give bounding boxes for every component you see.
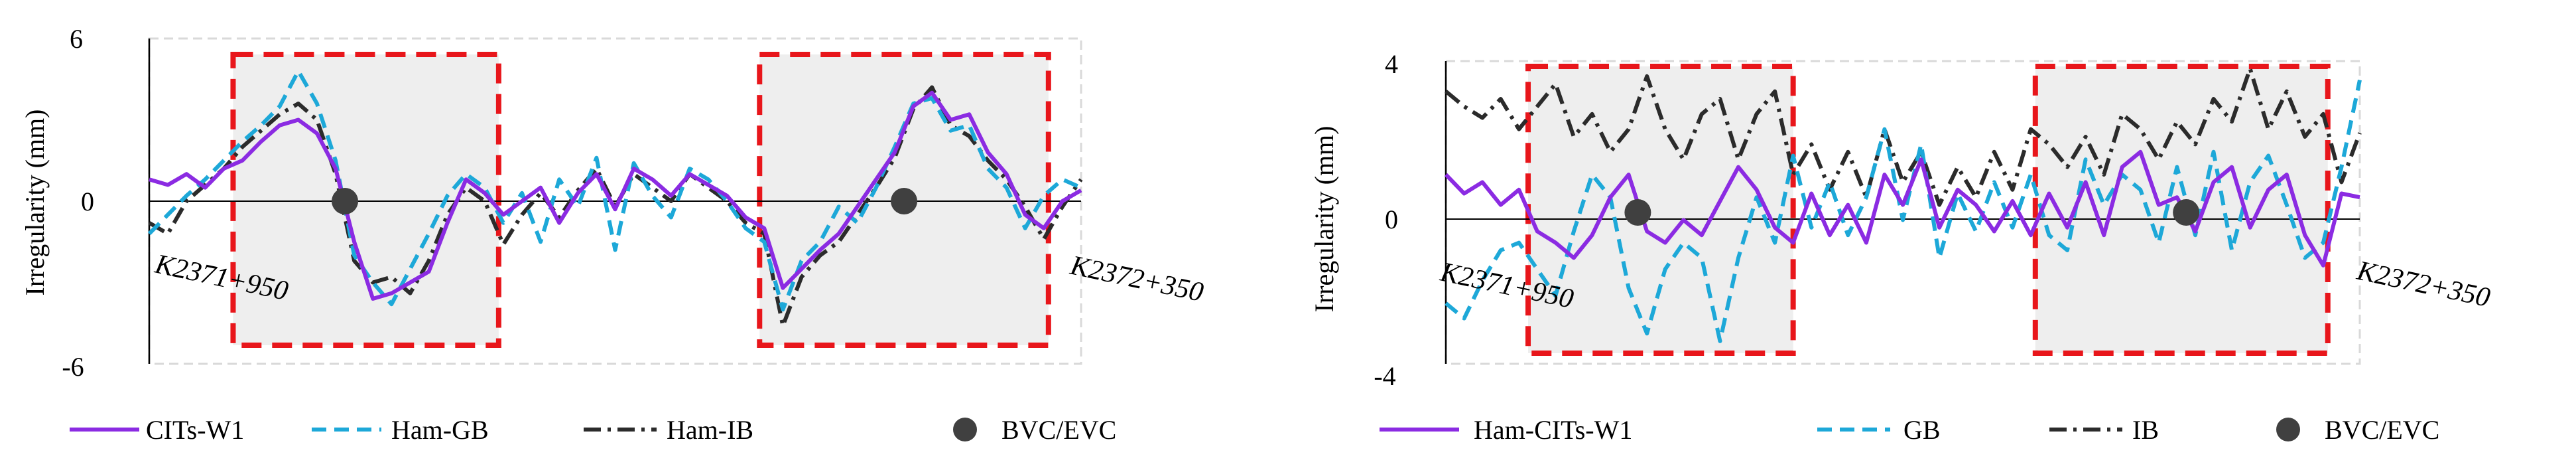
y-tick-left-top: 6 (70, 24, 83, 54)
y-tick-left-zero: 0 (81, 187, 94, 216)
end-label-right: K2372+350 (2354, 256, 2492, 313)
bvc-evc-markers-left (332, 188, 918, 214)
legend-label-gb: GB (1903, 415, 1941, 445)
legend-label-bvc-evc: BVC/EVC (1001, 415, 1116, 445)
series-line-ham-gb (147, 69, 1082, 312)
legend-marker-bvc-evc-right (2276, 418, 2300, 441)
legend-marker-bvc-evc (953, 418, 977, 441)
y-tick-left-bottom: -6 (62, 352, 84, 382)
series-left (147, 69, 1083, 328)
series-line-ham-ib (148, 85, 1083, 328)
legend-label-ham-gb: Ham-GB (391, 415, 489, 445)
chart-left: 6 0 -6 Irregularity (mm) K2371+950 K2372… (20, 24, 1206, 382)
bvc-evc-marker-1 (332, 188, 359, 214)
legend-label-bvc-evc-right: BVC/EVC (2325, 415, 2439, 445)
bvc-evc-markers-right (1624, 199, 2200, 226)
y-axis-label-left: Irregularity (mm) (20, 110, 50, 296)
bvc-evc-marker-2 (2173, 199, 2200, 226)
series-line-cits-w1 (149, 90, 1082, 301)
end-label-left: K2372+350 (1067, 250, 1206, 308)
curve-region-1 (230, 52, 501, 348)
legend-right: Ham-CITs-W1 GB IB BVC/EVC (1380, 415, 2439, 445)
chart-right: 4 0 -4 Irregularity (mm) K2371+950 K2372… (1309, 49, 2492, 391)
legend-left: CITs-W1 Ham-GB Ham-IB BVC/EVC (70, 415, 1116, 445)
series-right (1444, 66, 2362, 343)
y-tick-right-zero: 0 (1385, 204, 1398, 234)
y-tick-right-top: 4 (1385, 49, 1398, 79)
series-line-ham-cits-w1 (1444, 149, 2360, 268)
legend-label-ib: IB (2132, 415, 2159, 445)
legend-label-ham-ib: Ham-IB (667, 415, 753, 445)
y-tick-right-bottom: -4 (1374, 361, 1395, 391)
legend-label-cits-w1: CITs-W1 (146, 415, 244, 445)
bvc-evc-marker-2 (891, 188, 918, 214)
legend-label-ham-cits-w1: Ham-CITs-W1 (1474, 415, 1632, 445)
y-axis-label-right: Irregularity (mm) (1309, 126, 1339, 313)
bvc-evc-marker-1 (1624, 199, 1651, 226)
series-line-gb (1445, 79, 2362, 343)
